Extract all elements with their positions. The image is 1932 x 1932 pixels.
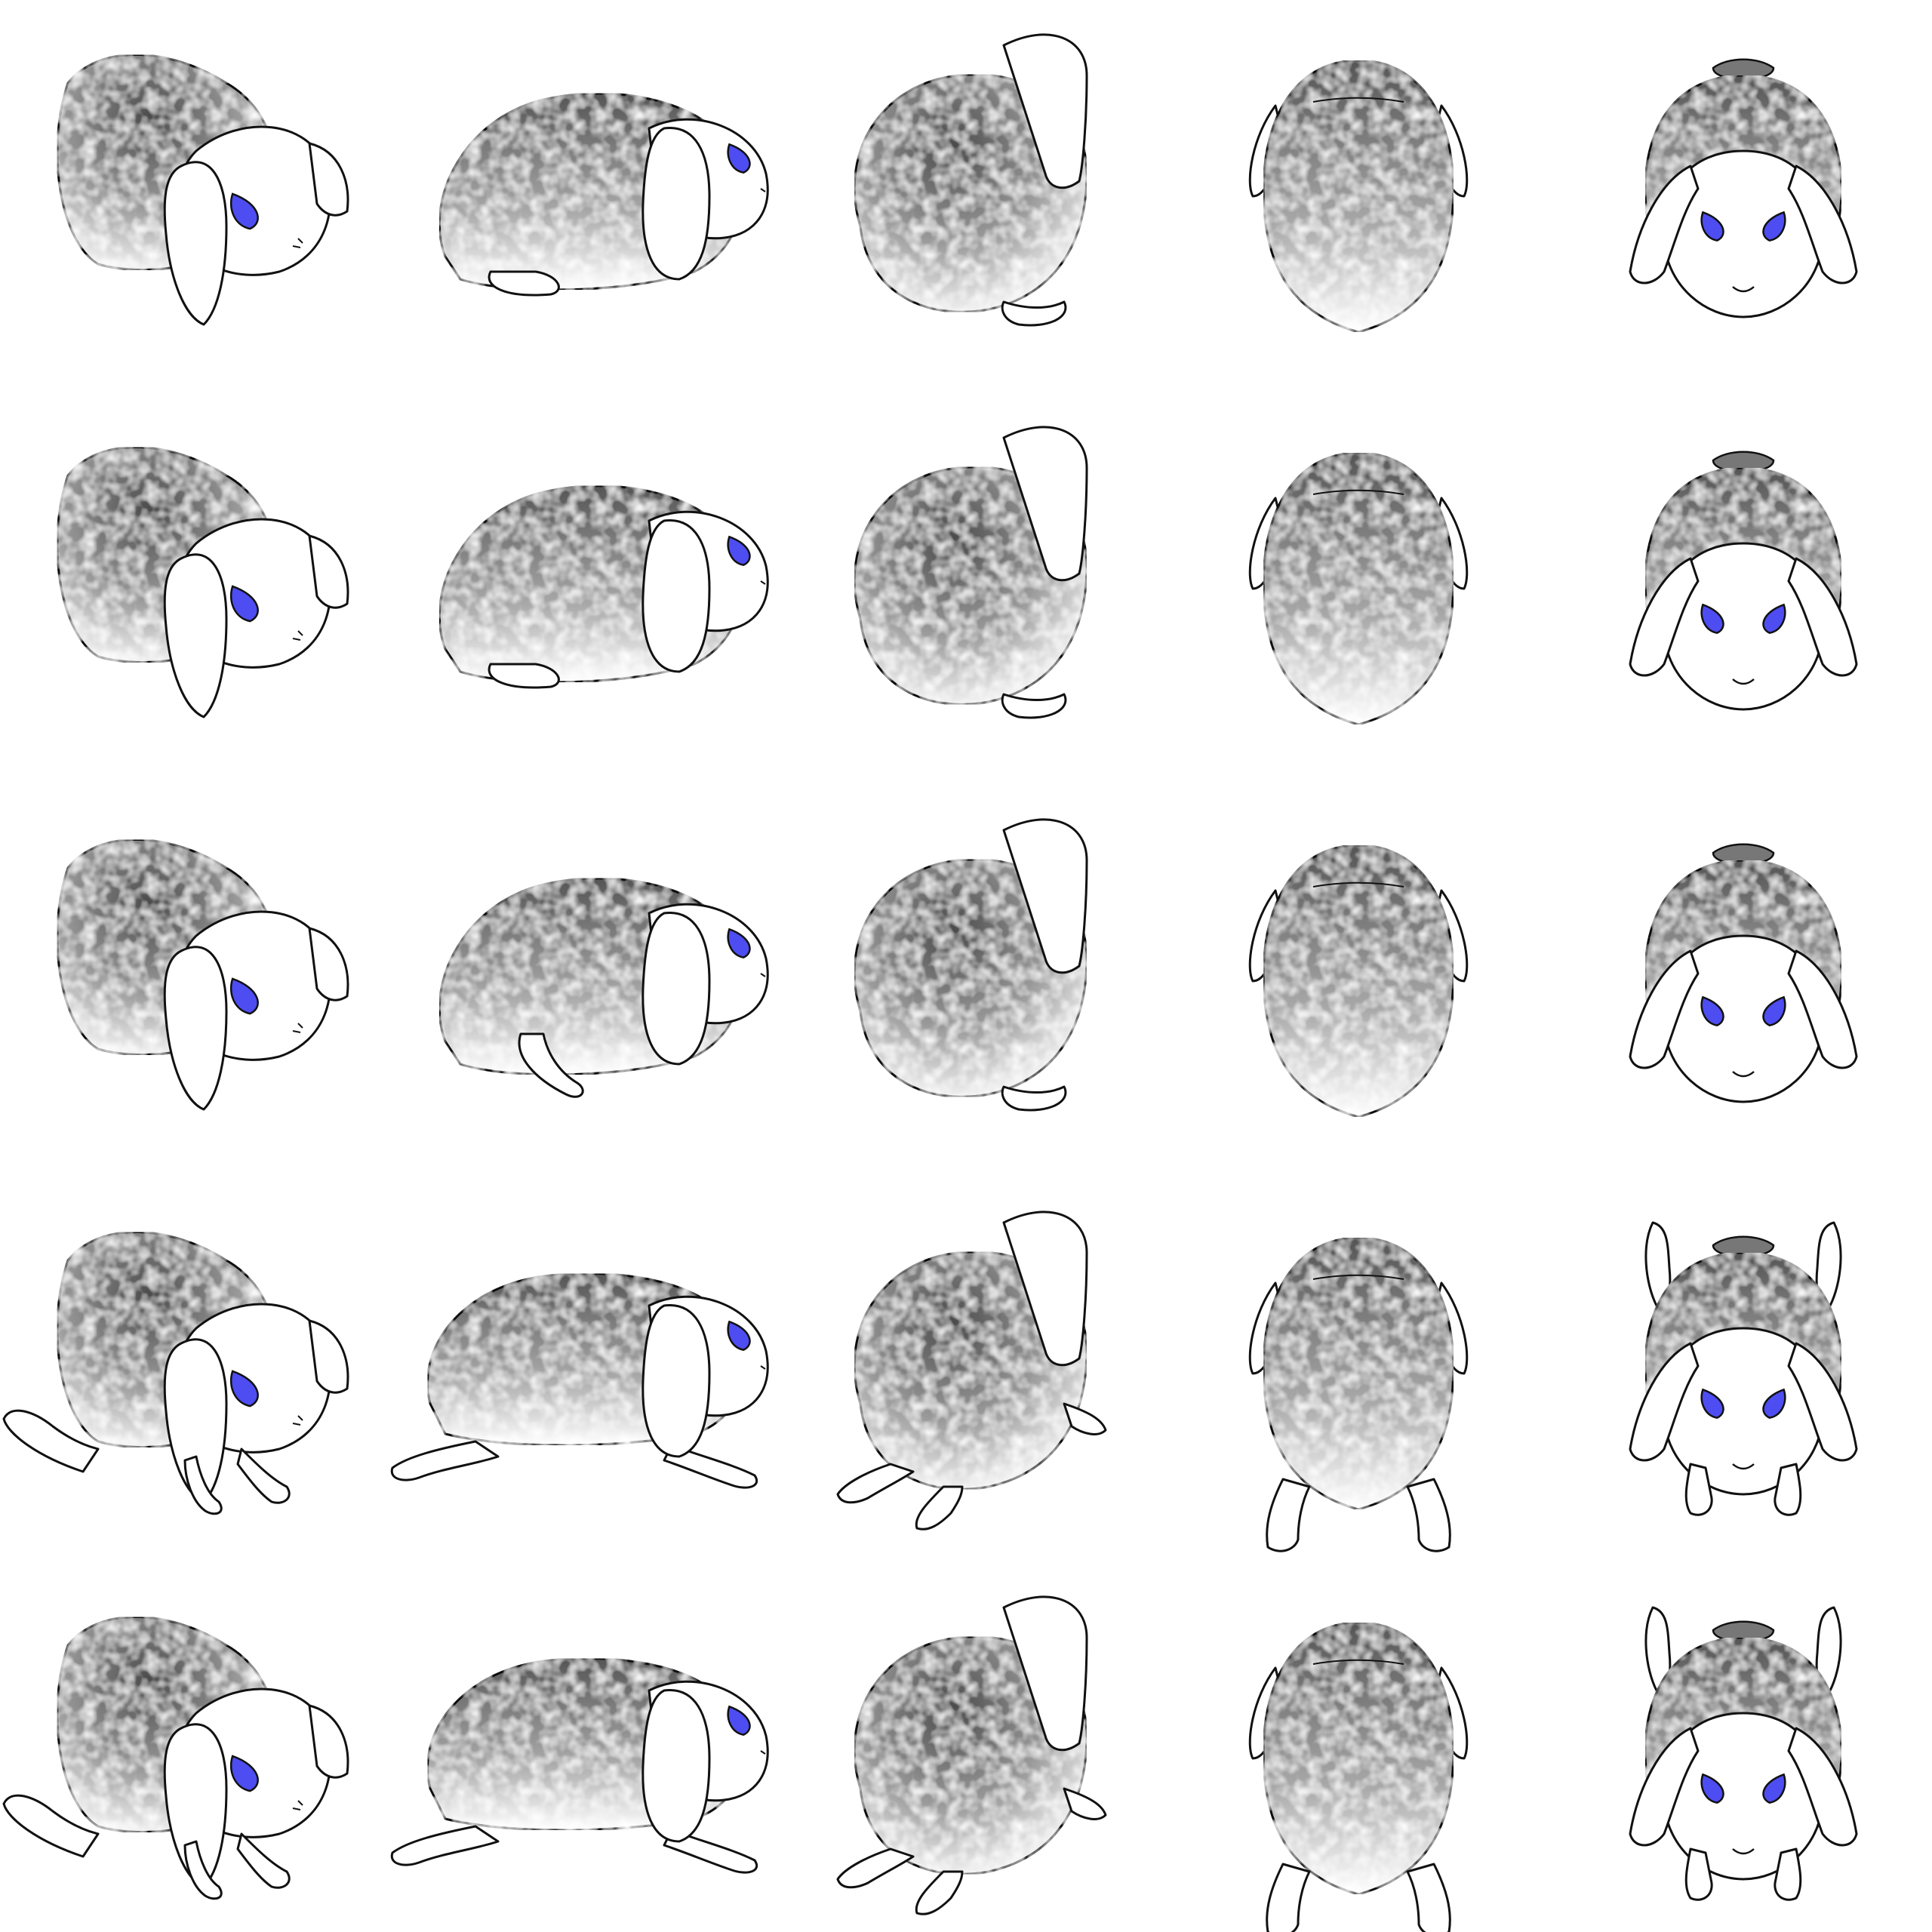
ear-front	[643, 913, 709, 1064]
rabbit-sitting-front	[1630, 452, 1857, 709]
ear-front	[165, 947, 226, 1109]
hind-foot	[489, 272, 558, 295]
rabbit-sitting-side	[439, 486, 768, 688]
front-paw	[238, 1449, 289, 1503]
rabbit-stretching-three-quarter-front	[4, 1232, 348, 1514]
ear-front	[643, 1690, 709, 1841]
front-paw	[238, 1834, 289, 1887]
rabbit-stretching-back	[1250, 1623, 1467, 1932]
hind-foot	[916, 1872, 962, 1914]
rabbit-crouching-three-quarter-back	[854, 820, 1087, 1110]
hind-foot	[489, 664, 558, 688]
rabbit-stretching-front	[1630, 1223, 1857, 1515]
hind-foot	[1267, 1479, 1309, 1551]
hind-foot	[1267, 1864, 1309, 1932]
rabbit-crouching-three-quarter-front	[57, 840, 348, 1110]
hind-foot	[1407, 1864, 1450, 1932]
hind-foot	[1002, 694, 1066, 718]
ear-front	[165, 555, 226, 717]
ear-front	[643, 1306, 709, 1457]
rabbit-stretching-three-quarter-back	[838, 1597, 1106, 1914]
hind-foot	[392, 1441, 498, 1480]
front-foot	[1064, 1789, 1106, 1819]
hind-foot	[916, 1487, 962, 1529]
front-foot	[1064, 1404, 1106, 1434]
rabbit-sitting-back	[1250, 60, 1467, 332]
hind-foot	[838, 1849, 913, 1887]
rabbit-body	[1263, 60, 1453, 332]
hind-foot	[838, 1464, 913, 1503]
ear-front	[643, 128, 709, 279]
rabbit-sitting-side	[439, 94, 768, 295]
rabbit-sitting-three-quarter-back	[854, 427, 1087, 718]
hind-foot	[392, 1826, 498, 1865]
hind-foot	[1407, 1479, 1450, 1551]
rabbit-sitting-three-quarter-back	[854, 35, 1087, 325]
rabbit-sitting-back	[1250, 453, 1467, 724]
ear-front	[643, 521, 709, 672]
rabbit-crouching-front	[1630, 844, 1857, 1102]
rabbit-body	[1263, 845, 1453, 1117]
rabbit-body	[1263, 1238, 1453, 1509]
hind-foot	[1002, 1087, 1066, 1110]
rabbit-stretching-side	[392, 1274, 768, 1488]
rabbit-stretching-back	[1250, 1238, 1467, 1551]
rabbit-crouching-back	[1250, 845, 1467, 1117]
rabbit-stretching-front	[1630, 1607, 1857, 1900]
hind-foot	[1002, 302, 1066, 325]
rabbit-crouching-side	[439, 878, 768, 1097]
rabbit-sitting-three-quarter-front	[57, 55, 348, 325]
rabbit-stretching-three-quarter-front	[4, 1617, 348, 1899]
rabbit-sitting-front	[1630, 60, 1857, 317]
ear-front	[165, 162, 226, 325]
rabbit-body	[1263, 1623, 1453, 1894]
rabbit-stretching-side	[392, 1659, 768, 1873]
rabbit-stretching-three-quarter-back	[838, 1212, 1106, 1529]
rabbit-body	[1263, 453, 1453, 724]
rabbit-sitting-three-quarter-front	[57, 448, 348, 718]
